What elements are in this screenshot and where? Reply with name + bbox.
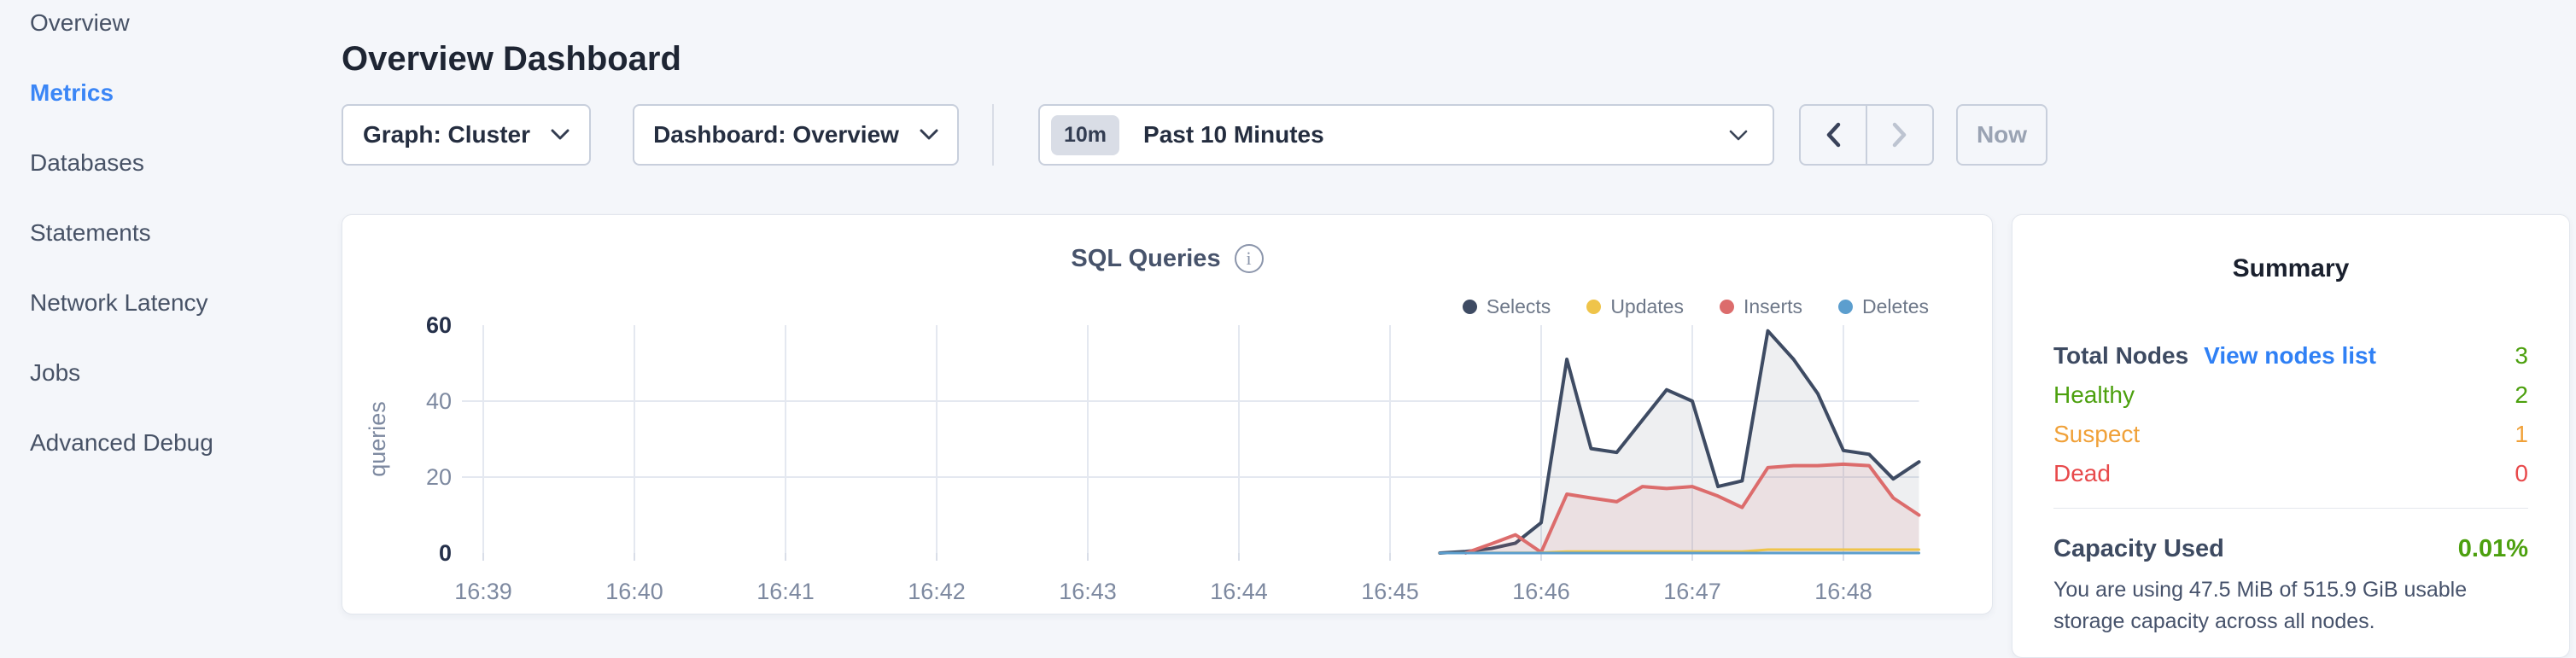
summary-title: Summary <box>2232 254 2350 282</box>
total-nodes-label: Total Nodes <box>2053 342 2189 369</box>
svg-text:16:45: 16:45 <box>1361 579 1419 604</box>
svg-text:0: 0 <box>439 540 452 566</box>
legend-label: Selects <box>1486 295 1551 317</box>
info-icon[interactable]: i <box>1234 244 1264 273</box>
suspect-nodes-row: Suspect 1 <box>2053 415 2528 454</box>
capacity-used-label: Capacity Used <box>2053 535 2224 562</box>
healthy-value: 2 <box>2515 381 2528 408</box>
svg-text:queries: queries <box>365 401 390 477</box>
summary-panel: Summary Total Nodes View nodes list 3 He… <box>2012 214 2570 658</box>
inserts-dot-icon <box>1719 300 1734 314</box>
chart-legend: Selects Updates Inserts Deletes <box>1462 295 1929 318</box>
suspect-label: Suspect <box>2053 421 2141 447</box>
svg-text:16:43: 16:43 <box>1059 579 1117 604</box>
svg-text:16:44: 16:44 <box>1210 579 1268 604</box>
toolbar: Graph: Cluster Dashboard: Overview 10m P… <box>342 104 2047 166</box>
chevron-down-icon <box>920 129 938 141</box>
legend-item-inserts: Inserts <box>1719 295 1803 318</box>
legend-item-selects: Selects <box>1462 295 1551 318</box>
time-range-badge: 10m <box>1051 114 1120 155</box>
healthy-nodes-row: Healthy 2 <box>2053 376 2528 415</box>
capacity-used-value: 0.01% <box>2457 535 2528 562</box>
sidebar-item-statements[interactable]: Statements <box>30 219 151 246</box>
healthy-label: Healthy <box>2053 381 2135 408</box>
deletes-dot-icon <box>1838 300 1854 314</box>
capacity-used-row: Capacity Used 0.01% <box>2053 535 2528 563</box>
dead-label: Dead <box>2053 460 2111 486</box>
time-range-selector[interactable]: 10m Past 10 Minutes <box>1038 104 1774 166</box>
next-time-button[interactable] <box>1866 104 1934 166</box>
chevron-down-icon <box>1728 129 1749 142</box>
selects-dot-icon <box>1462 300 1477 314</box>
legend-label: Inserts <box>1743 295 1803 317</box>
graph-dropdown[interactable]: Graph: Cluster <box>342 104 591 166</box>
sidebar: Overview Metrics Databases Statements Ne… <box>0 0 342 623</box>
svg-text:16:47: 16:47 <box>1663 579 1721 604</box>
svg-text:16:40: 16:40 <box>605 579 663 604</box>
sidebar-item-network-latency[interactable]: Network Latency <box>30 289 208 316</box>
chevron-down-icon <box>551 129 570 141</box>
legend-label: Deletes <box>1862 295 1929 317</box>
dead-value: 0 <box>2515 460 2528 486</box>
time-range-label: Past 10 Minutes <box>1143 121 1324 148</box>
dead-nodes-row: Dead 0 <box>2053 454 2528 493</box>
dashboard-dropdown-label: Dashboard: Overview <box>653 121 899 148</box>
svg-text:60: 60 <box>426 312 452 338</box>
svg-text:20: 20 <box>426 464 452 490</box>
svg-text:16:41: 16:41 <box>756 579 815 604</box>
summary-divider <box>2053 508 2528 509</box>
previous-time-button[interactable] <box>1799 104 1866 166</box>
summary-rows: Total Nodes View nodes list 3 Healthy 2 … <box>2053 336 2528 493</box>
now-button[interactable]: Now <box>1956 104 2047 166</box>
sidebar-item-jobs[interactable]: Jobs <box>30 359 81 386</box>
svg-text:16:39: 16:39 <box>454 579 512 604</box>
dashboard-dropdown[interactable]: Dashboard: Overview <box>633 104 959 166</box>
total-nodes-value: 3 <box>2515 342 2528 369</box>
svg-text:16:42: 16:42 <box>908 579 966 604</box>
sidebar-item-databases[interactable]: Databases <box>30 149 144 176</box>
sidebar-item-advanced-debug[interactable]: Advanced Debug <box>30 429 213 456</box>
chevron-left-icon <box>1825 121 1842 148</box>
sidebar-item-metrics[interactable]: Metrics <box>30 79 114 106</box>
chart-title-row: SQL Queries i <box>342 244 1992 273</box>
total-nodes-row: Total Nodes View nodes list 3 <box>2053 336 2528 376</box>
sidebar-item-overview[interactable]: Overview <box>30 9 130 36</box>
capacity-description: You are using 47.5 MiB of 515.9 GiB usab… <box>2053 578 2468 633</box>
sql-queries-chart: 16:39 16:40 16:41 16:42 16:43 16:44 16:45 16:46… <box>365 312 1921 604</box>
view-nodes-list-link[interactable]: View nodes list <box>2204 342 2376 369</box>
chart-title: SQL Queries <box>1071 244 1221 272</box>
suspect-value: 1 <box>2515 421 2528 447</box>
legend-label: Updates <box>1610 295 1684 317</box>
toolbar-divider <box>992 104 994 166</box>
chevron-right-icon <box>1891 121 1908 148</box>
updates-dot-icon <box>1586 300 1602 314</box>
svg-text:16:48: 16:48 <box>1814 579 1872 604</box>
svg-text:40: 40 <box>426 388 452 414</box>
legend-item-deletes: Deletes <box>1838 295 1929 318</box>
sql-queries-card: SQL Queries i Selects Updates Inserts De… <box>342 214 1993 614</box>
svg-text:16:46: 16:46 <box>1512 579 1570 604</box>
time-step-buttons <box>1799 104 1934 166</box>
legend-item-updates: Updates <box>1586 295 1684 318</box>
graph-dropdown-label: Graph: Cluster <box>362 121 531 148</box>
page-title: Overview Dashboard <box>342 39 681 78</box>
